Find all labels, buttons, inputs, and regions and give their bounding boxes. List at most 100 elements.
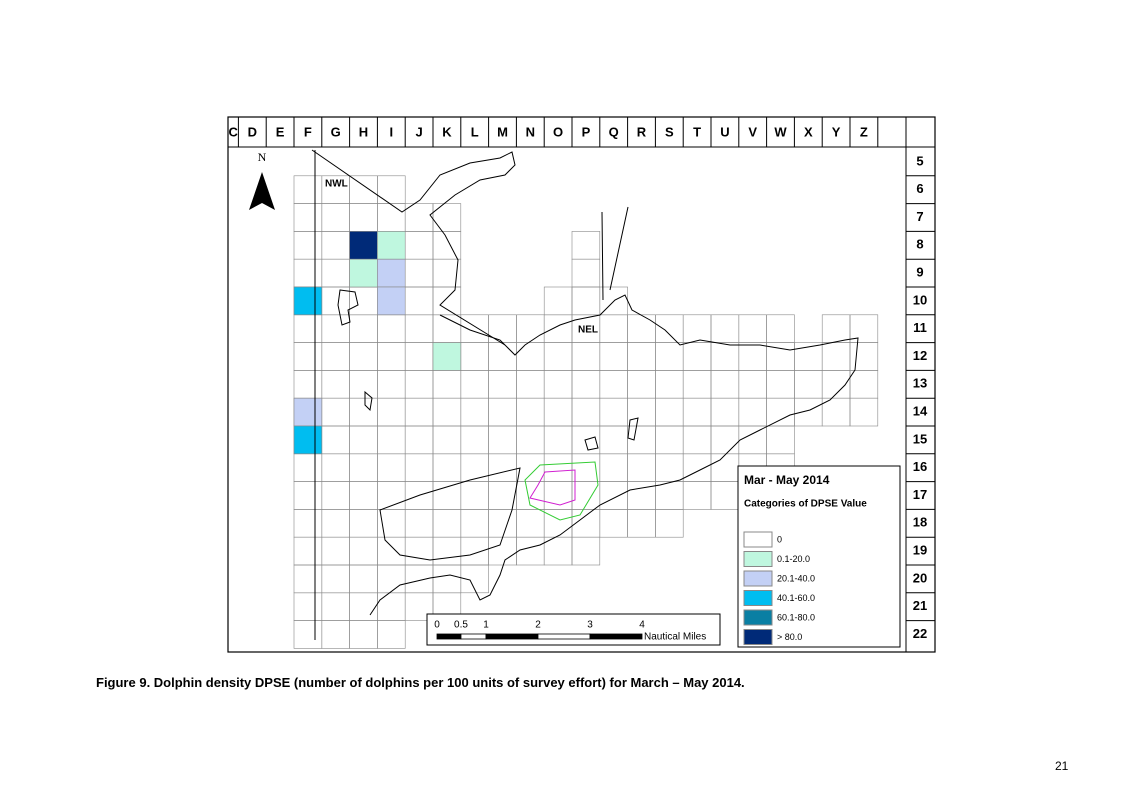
north-label: N	[258, 150, 267, 164]
grid-cell	[655, 314, 684, 343]
grid-cell	[794, 370, 823, 399]
grid-cell	[627, 481, 656, 510]
grid-cell	[460, 342, 489, 371]
grid-cell	[321, 203, 350, 232]
grid-cell	[599, 425, 628, 455]
legend-label: 60.1-80.0	[777, 612, 815, 622]
legend-subtitle: Categories of DPSE Value	[744, 499, 867, 510]
grid-cell	[293, 231, 323, 260]
grid-cell	[293, 258, 323, 288]
grid-cell	[460, 397, 489, 427]
grid-cell	[738, 314, 767, 343]
column-label: P	[582, 124, 591, 139]
grid-cell	[571, 397, 601, 427]
grid-cell	[766, 397, 795, 427]
grid-cell	[627, 342, 656, 371]
grid-cell	[571, 286, 601, 316]
grid-cell	[682, 425, 712, 455]
grid-cell	[738, 370, 767, 399]
grid-cell	[627, 509, 656, 538]
scale-label: 1	[483, 620, 489, 631]
grid-cell	[488, 509, 517, 538]
row-label: 10	[913, 292, 927, 307]
grid-cell	[543, 509, 573, 538]
grid-cell	[293, 342, 323, 371]
grid-cell	[432, 509, 462, 538]
column-label: J	[415, 124, 422, 139]
grid-cell	[460, 425, 489, 455]
legend-swatch	[743, 531, 773, 548]
grid-cell	[710, 342, 740, 371]
grid-cell	[627, 397, 656, 427]
grid-cell	[432, 231, 462, 260]
row-label: 12	[913, 348, 927, 363]
grid-cell	[849, 370, 879, 399]
grid-cell	[710, 425, 740, 455]
grid-cell	[349, 592, 378, 621]
place-label: NWL	[325, 179, 348, 190]
row-label: 21	[913, 598, 927, 613]
grid-cell	[321, 231, 350, 260]
scale-bar-box	[426, 613, 721, 646]
grid-cell	[432, 564, 462, 594]
legend-swatch	[743, 570, 773, 587]
legend-swatch	[743, 590, 773, 606]
grid-cell	[432, 286, 462, 316]
scale-label: 2	[535, 620, 541, 631]
scale-label: 4	[639, 620, 645, 631]
grid-cell	[349, 564, 378, 594]
grid-cell	[460, 536, 489, 566]
grid-cell	[766, 425, 795, 455]
grid-cell	[821, 314, 851, 343]
grid-cell	[710, 397, 740, 427]
grid-cell	[377, 370, 406, 399]
grid-cell	[377, 509, 406, 538]
density-cells	[293, 231, 462, 455]
grid-cell	[627, 370, 656, 399]
grid-cell	[488, 342, 517, 371]
grid-cell	[460, 314, 489, 343]
grid-cell	[321, 258, 350, 288]
grid-cell	[599, 453, 628, 482]
grid-cell	[404, 258, 434, 288]
grid-cell	[543, 286, 573, 316]
grid-cell	[488, 370, 517, 399]
grid-cell	[377, 453, 406, 482]
grid-cell	[766, 370, 795, 399]
grid-cell	[349, 175, 378, 204]
column-label: E	[276, 124, 285, 139]
grid-cell	[377, 620, 406, 649]
column-label: Q	[609, 124, 619, 139]
grid-cell	[293, 481, 323, 510]
legend-swatch	[743, 609, 773, 626]
scale-segment	[460, 633, 487, 640]
legend-label: 20.1-40.0	[777, 573, 815, 583]
grid-cell	[321, 370, 350, 399]
row-label: 15	[913, 431, 927, 446]
grid-cell	[293, 564, 323, 594]
grid-cell	[349, 286, 378, 316]
column-label: K	[442, 124, 452, 139]
column-label: M	[497, 124, 508, 139]
grid-cell	[794, 397, 823, 427]
grid-cell	[349, 536, 378, 566]
grid-cell	[349, 203, 378, 232]
scale-segment	[537, 633, 591, 640]
column-label: Z	[860, 124, 868, 139]
grid-cell	[404, 425, 434, 455]
column-label: U	[720, 124, 729, 139]
grid-cell	[599, 481, 628, 510]
grid-cell	[377, 592, 406, 621]
scale-label: 0	[434, 620, 440, 631]
grid-cell	[710, 453, 740, 482]
grid-cell	[738, 425, 767, 455]
row-label: 6	[916, 181, 923, 196]
density-cell	[293, 425, 323, 455]
grid-cell	[404, 286, 434, 316]
grid-cell	[655, 342, 684, 371]
scale-label: 0.5	[454, 620, 468, 631]
row-label: 14	[913, 404, 928, 419]
column-label: C	[229, 124, 239, 139]
grid-cell	[627, 453, 656, 482]
grid-cell	[321, 314, 350, 343]
